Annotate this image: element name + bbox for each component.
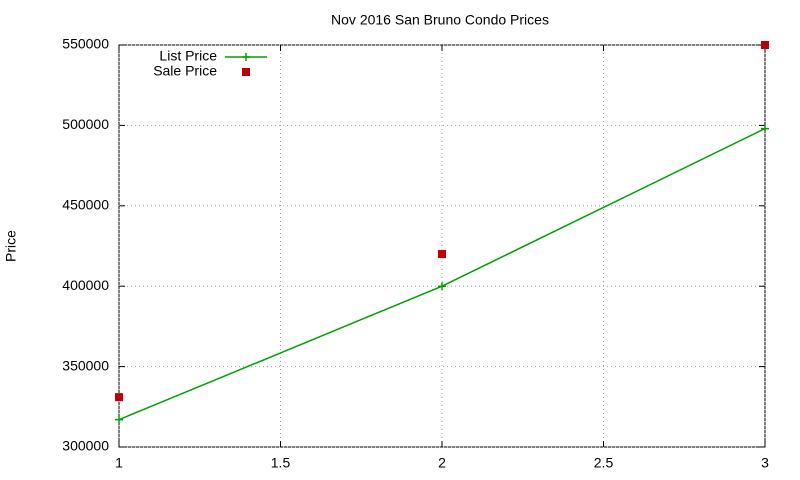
x-tick-label: 1 <box>115 455 123 471</box>
y-tick-label: 450000 <box>62 197 109 213</box>
y-axis-label: Price <box>3 230 19 262</box>
x-tick-label: 1.5 <box>271 455 291 471</box>
point <box>761 41 769 49</box>
point <box>115 415 123 424</box>
y-tick-label: 400000 <box>62 277 109 293</box>
y-tick-label: 550000 <box>62 36 109 52</box>
legend-label: Sale Price <box>153 63 217 79</box>
point <box>438 282 446 291</box>
y-tick-label: 300000 <box>62 438 109 454</box>
y-tick-label: 500000 <box>62 116 109 132</box>
point <box>761 124 769 133</box>
x-tick-label: 2 <box>438 455 446 471</box>
legend-label: List Price <box>159 48 217 64</box>
point <box>438 250 446 259</box>
point <box>242 68 250 76</box>
x-tick-label: 3 <box>761 455 769 471</box>
y-tick-label: 350000 <box>62 357 109 373</box>
point <box>242 53 250 61</box>
point <box>115 393 123 402</box>
series-line <box>118 127 766 421</box>
chart-title: Nov 2016 San Bruno Condo Prices <box>331 12 549 28</box>
x-tick-label: 2.5 <box>594 455 614 471</box>
